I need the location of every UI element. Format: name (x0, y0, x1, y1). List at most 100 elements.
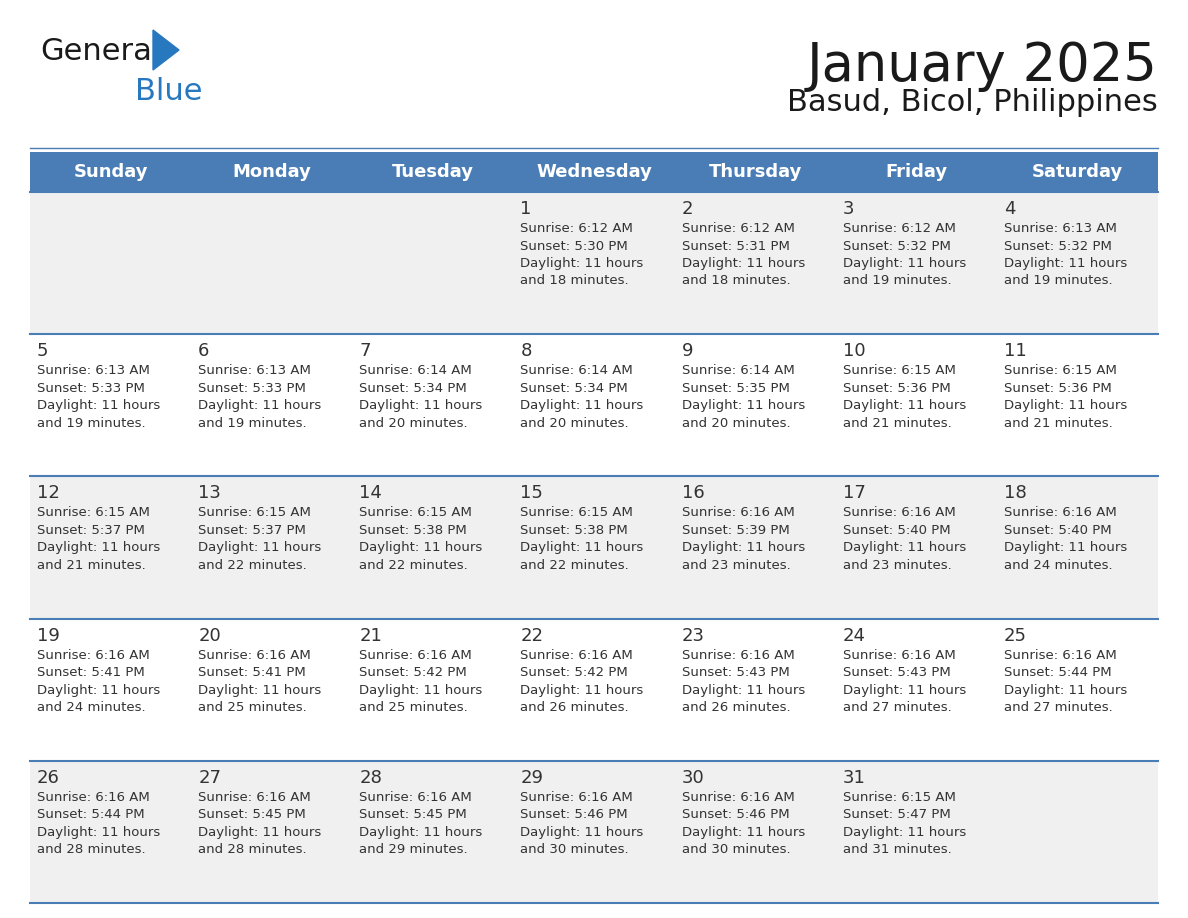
Text: Sunset: 5:41 PM: Sunset: 5:41 PM (37, 666, 145, 679)
Text: Sunrise: 6:14 AM: Sunrise: 6:14 AM (520, 364, 633, 377)
Polygon shape (153, 30, 179, 70)
Text: and 23 minutes.: and 23 minutes. (842, 559, 952, 572)
Text: Sunset: 5:32 PM: Sunset: 5:32 PM (842, 240, 950, 252)
Text: Daylight: 11 hours: Daylight: 11 hours (37, 684, 160, 697)
Text: Daylight: 11 hours: Daylight: 11 hours (682, 257, 804, 270)
Text: Sunrise: 6:12 AM: Sunrise: 6:12 AM (520, 222, 633, 235)
Text: Sunset: 5:47 PM: Sunset: 5:47 PM (842, 809, 950, 822)
Text: and 29 minutes.: and 29 minutes. (359, 844, 468, 856)
Text: Sunrise: 6:14 AM: Sunrise: 6:14 AM (359, 364, 472, 377)
Text: 30: 30 (682, 768, 704, 787)
Text: Sunrise: 6:15 AM: Sunrise: 6:15 AM (37, 507, 150, 520)
Text: Monday: Monday (233, 163, 311, 181)
Text: and 21 minutes.: and 21 minutes. (842, 417, 952, 430)
Text: Daylight: 11 hours: Daylight: 11 hours (37, 826, 160, 839)
Text: 7: 7 (359, 342, 371, 360)
Text: 14: 14 (359, 485, 383, 502)
Text: 16: 16 (682, 485, 704, 502)
Text: Daylight: 11 hours: Daylight: 11 hours (359, 826, 482, 839)
Text: Sunset: 5:42 PM: Sunset: 5:42 PM (520, 666, 628, 679)
Text: Sunrise: 6:16 AM: Sunrise: 6:16 AM (682, 507, 795, 520)
Text: and 19 minutes.: and 19 minutes. (198, 417, 307, 430)
Text: 24: 24 (842, 627, 866, 644)
Text: Sunset: 5:45 PM: Sunset: 5:45 PM (198, 809, 305, 822)
Text: Sunset: 5:33 PM: Sunset: 5:33 PM (37, 382, 145, 395)
Text: Sunset: 5:46 PM: Sunset: 5:46 PM (682, 809, 789, 822)
Bar (30, 619, 1158, 761)
Text: Saturday: Saturday (1032, 163, 1123, 181)
Text: Sunrise: 6:16 AM: Sunrise: 6:16 AM (1004, 507, 1117, 520)
Text: Daylight: 11 hours: Daylight: 11 hours (520, 684, 644, 697)
Text: Sunset: 5:33 PM: Sunset: 5:33 PM (198, 382, 307, 395)
Text: 20: 20 (198, 627, 221, 644)
Text: and 22 minutes.: and 22 minutes. (520, 559, 630, 572)
Text: Blue: Blue (135, 77, 202, 106)
Text: Sunrise: 6:16 AM: Sunrise: 6:16 AM (520, 649, 633, 662)
Text: 22: 22 (520, 627, 543, 644)
Text: Daylight: 11 hours: Daylight: 11 hours (520, 257, 644, 270)
Text: Sunrise: 6:13 AM: Sunrise: 6:13 AM (198, 364, 311, 377)
Text: and 19 minutes.: and 19 minutes. (1004, 274, 1112, 287)
Text: Daylight: 11 hours: Daylight: 11 hours (520, 826, 644, 839)
Text: Daylight: 11 hours: Daylight: 11 hours (682, 684, 804, 697)
Text: Sunrise: 6:16 AM: Sunrise: 6:16 AM (842, 507, 955, 520)
Text: Sunset: 5:37 PM: Sunset: 5:37 PM (37, 524, 145, 537)
Text: Daylight: 11 hours: Daylight: 11 hours (359, 542, 482, 554)
Text: Daylight: 11 hours: Daylight: 11 hours (842, 399, 966, 412)
Text: Wednesday: Wednesday (536, 163, 652, 181)
Text: Daylight: 11 hours: Daylight: 11 hours (1004, 542, 1127, 554)
Text: Daylight: 11 hours: Daylight: 11 hours (1004, 684, 1127, 697)
Text: 29: 29 (520, 768, 543, 787)
Text: Sunset: 5:30 PM: Sunset: 5:30 PM (520, 240, 628, 252)
Text: Sunset: 5:38 PM: Sunset: 5:38 PM (359, 524, 467, 537)
Text: Sunrise: 6:15 AM: Sunrise: 6:15 AM (842, 364, 955, 377)
Text: 23: 23 (682, 627, 704, 644)
Text: 21: 21 (359, 627, 383, 644)
Text: 27: 27 (198, 768, 221, 787)
Text: 4: 4 (1004, 200, 1016, 218)
Text: Sunset: 5:43 PM: Sunset: 5:43 PM (682, 666, 789, 679)
Bar (30, 192, 1158, 334)
Text: Sunset: 5:38 PM: Sunset: 5:38 PM (520, 524, 628, 537)
Text: Sunset: 5:44 PM: Sunset: 5:44 PM (1004, 666, 1112, 679)
Text: and 24 minutes.: and 24 minutes. (37, 701, 146, 714)
Text: Sunrise: 6:16 AM: Sunrise: 6:16 AM (682, 790, 795, 804)
Text: Sunset: 5:39 PM: Sunset: 5:39 PM (682, 524, 789, 537)
Text: Sunset: 5:34 PM: Sunset: 5:34 PM (520, 382, 628, 395)
Text: and 28 minutes.: and 28 minutes. (37, 844, 146, 856)
Text: 10: 10 (842, 342, 865, 360)
Text: and 24 minutes.: and 24 minutes. (1004, 559, 1112, 572)
Text: Sunrise: 6:13 AM: Sunrise: 6:13 AM (1004, 222, 1117, 235)
Text: Daylight: 11 hours: Daylight: 11 hours (359, 399, 482, 412)
Text: 26: 26 (37, 768, 59, 787)
Text: Daylight: 11 hours: Daylight: 11 hours (842, 684, 966, 697)
Text: Daylight: 11 hours: Daylight: 11 hours (842, 826, 966, 839)
Text: Daylight: 11 hours: Daylight: 11 hours (1004, 399, 1127, 412)
Text: Sunset: 5:31 PM: Sunset: 5:31 PM (682, 240, 790, 252)
Text: Sunrise: 6:16 AM: Sunrise: 6:16 AM (37, 649, 150, 662)
Text: Daylight: 11 hours: Daylight: 11 hours (520, 542, 644, 554)
Text: Daylight: 11 hours: Daylight: 11 hours (842, 542, 966, 554)
Text: Sunset: 5:41 PM: Sunset: 5:41 PM (198, 666, 305, 679)
Text: and 20 minutes.: and 20 minutes. (520, 417, 630, 430)
Text: Daylight: 11 hours: Daylight: 11 hours (1004, 257, 1127, 270)
Text: 12: 12 (37, 485, 59, 502)
Text: Sunset: 5:45 PM: Sunset: 5:45 PM (359, 809, 467, 822)
Text: Sunrise: 6:12 AM: Sunrise: 6:12 AM (682, 222, 795, 235)
Text: and 27 minutes.: and 27 minutes. (1004, 701, 1113, 714)
Text: Sunrise: 6:15 AM: Sunrise: 6:15 AM (359, 507, 472, 520)
Text: Daylight: 11 hours: Daylight: 11 hours (198, 399, 322, 412)
Text: and 28 minutes.: and 28 minutes. (198, 844, 307, 856)
Text: and 19 minutes.: and 19 minutes. (842, 274, 952, 287)
Text: Sunrise: 6:16 AM: Sunrise: 6:16 AM (198, 649, 311, 662)
Text: 1: 1 (520, 200, 532, 218)
Text: Sunset: 5:40 PM: Sunset: 5:40 PM (842, 524, 950, 537)
Text: 31: 31 (842, 768, 866, 787)
Text: Daylight: 11 hours: Daylight: 11 hours (359, 684, 482, 697)
Text: Sunrise: 6:15 AM: Sunrise: 6:15 AM (842, 790, 955, 804)
Text: 8: 8 (520, 342, 532, 360)
Text: 28: 28 (359, 768, 383, 787)
Text: Thursday: Thursday (708, 163, 802, 181)
Text: Daylight: 11 hours: Daylight: 11 hours (682, 826, 804, 839)
Text: Sunrise: 6:14 AM: Sunrise: 6:14 AM (682, 364, 795, 377)
